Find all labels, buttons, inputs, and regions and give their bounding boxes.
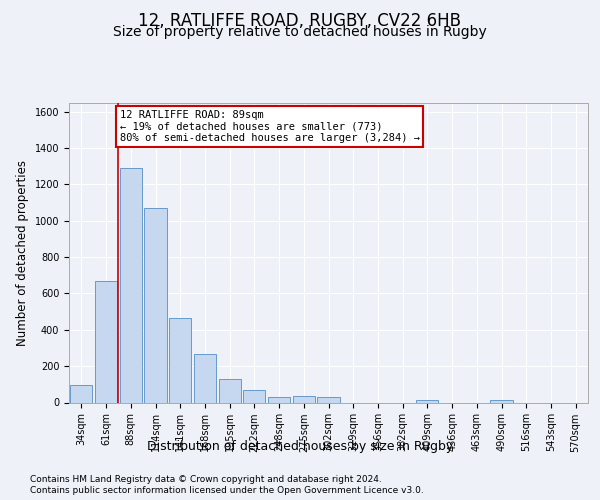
Text: Contains HM Land Registry data © Crown copyright and database right 2024.: Contains HM Land Registry data © Crown c…	[30, 475, 382, 484]
Bar	[169, 318, 191, 402]
Text: 12 RATLIFFE ROAD: 89sqm
← 19% of detached houses are smaller (773)
80% of semi-d: 12 RATLIFFE ROAD: 89sqm ← 19% of detache…	[119, 110, 419, 143]
Bar	[317, 396, 340, 402]
Text: Size of property relative to detached houses in Rugby: Size of property relative to detached ho…	[113, 25, 487, 39]
Bar	[119, 168, 142, 402]
Text: Distribution of detached houses by size in Rugby: Distribution of detached houses by size …	[147, 440, 453, 453]
Bar	[293, 396, 315, 402]
Bar	[268, 397, 290, 402]
Bar	[218, 379, 241, 402]
Bar	[416, 400, 439, 402]
Bar	[145, 208, 167, 402]
Y-axis label: Number of detached properties: Number of detached properties	[16, 160, 29, 346]
Bar	[70, 385, 92, 402]
Bar	[194, 354, 216, 403]
Bar	[490, 400, 512, 402]
Text: 12, RATLIFFE ROAD, RUGBY, CV22 6HB: 12, RATLIFFE ROAD, RUGBY, CV22 6HB	[139, 12, 461, 30]
Text: Contains public sector information licensed under the Open Government Licence v3: Contains public sector information licen…	[30, 486, 424, 495]
Bar	[243, 390, 265, 402]
Bar	[95, 280, 117, 402]
